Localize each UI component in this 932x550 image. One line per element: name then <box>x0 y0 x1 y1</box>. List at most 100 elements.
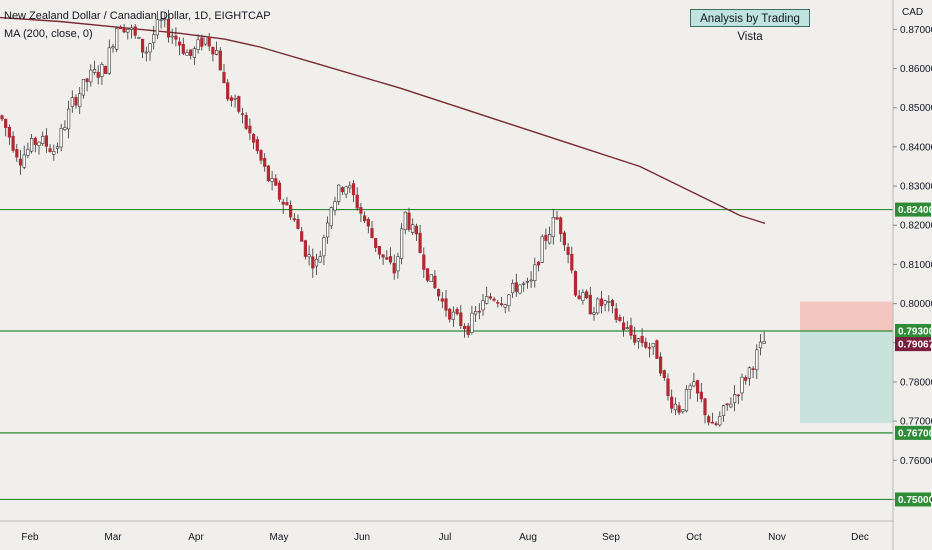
candle[interactable] <box>459 304 463 329</box>
candle[interactable] <box>174 27 178 47</box>
candle[interactable] <box>618 314 622 323</box>
candle[interactable] <box>15 143 19 162</box>
candle[interactable] <box>300 227 304 242</box>
candle[interactable] <box>118 25 122 30</box>
candle[interactable] <box>81 78 85 99</box>
candle[interactable] <box>144 46 148 62</box>
candle[interactable] <box>159 11 163 29</box>
candle[interactable] <box>681 409 685 414</box>
candle[interactable] <box>288 200 293 221</box>
candle[interactable] <box>688 383 692 400</box>
candle[interactable] <box>381 254 385 265</box>
candle[interactable] <box>555 210 559 221</box>
candle[interactable] <box>736 393 740 405</box>
candle[interactable] <box>610 298 615 314</box>
candle[interactable] <box>129 24 134 39</box>
candle[interactable] <box>684 385 689 413</box>
candle[interactable] <box>192 46 197 65</box>
candle[interactable] <box>244 112 248 131</box>
candle[interactable] <box>562 230 566 252</box>
candle[interactable] <box>41 131 45 146</box>
candle[interactable] <box>222 63 226 84</box>
candle[interactable] <box>514 273 518 297</box>
candle[interactable] <box>599 290 603 314</box>
candle[interactable] <box>444 290 448 317</box>
candle[interactable] <box>758 334 763 356</box>
candle[interactable] <box>525 277 529 289</box>
candle[interactable] <box>307 245 311 266</box>
candle[interactable] <box>677 402 681 415</box>
candle[interactable] <box>18 149 23 175</box>
candle[interactable] <box>104 65 108 74</box>
candle[interactable] <box>89 64 93 87</box>
candle[interactable] <box>133 24 137 39</box>
candle[interactable] <box>651 343 655 356</box>
candle[interactable] <box>673 397 677 416</box>
candle[interactable] <box>551 209 555 245</box>
candle[interactable] <box>70 90 74 113</box>
candle[interactable] <box>96 65 100 85</box>
candle[interactable] <box>11 131 15 153</box>
candle[interactable] <box>399 223 404 265</box>
candle[interactable] <box>22 145 26 170</box>
take-profit-zone[interactable] <box>800 331 893 424</box>
candle[interactable] <box>655 339 659 359</box>
candle[interactable] <box>703 397 707 424</box>
candle[interactable] <box>314 253 319 276</box>
candle[interactable] <box>425 268 430 283</box>
candle[interactable] <box>625 320 629 330</box>
candle[interactable] <box>388 247 393 265</box>
candle[interactable] <box>396 252 400 279</box>
candle[interactable] <box>462 323 467 338</box>
candle[interactable] <box>63 120 67 132</box>
candle[interactable] <box>344 185 348 199</box>
candle[interactable] <box>603 299 607 312</box>
candle[interactable] <box>107 39 111 75</box>
candle[interactable] <box>418 224 422 254</box>
candle[interactable] <box>266 164 271 183</box>
candle[interactable] <box>666 373 670 401</box>
candle[interactable] <box>137 36 141 39</box>
candle[interactable] <box>499 296 504 307</box>
candle[interactable] <box>92 60 97 75</box>
candle[interactable] <box>747 366 751 386</box>
candle[interactable] <box>233 94 237 108</box>
candle[interactable] <box>488 292 493 300</box>
candle[interactable] <box>440 291 444 309</box>
candle[interactable] <box>707 414 711 426</box>
candle[interactable] <box>311 248 315 278</box>
candle[interactable] <box>322 234 326 266</box>
candle[interactable] <box>374 238 378 253</box>
candle[interactable] <box>329 206 333 230</box>
candle[interactable] <box>522 281 526 292</box>
candle[interactable] <box>633 326 637 346</box>
candle[interactable] <box>740 373 744 401</box>
candle[interactable] <box>226 79 230 102</box>
candle[interactable] <box>33 136 37 153</box>
candle[interactable] <box>255 136 259 155</box>
candle[interactable] <box>592 306 596 321</box>
candle[interactable] <box>636 337 640 349</box>
candle[interactable] <box>596 297 600 315</box>
candle[interactable] <box>148 42 152 61</box>
candle[interactable] <box>755 344 759 379</box>
candle[interactable] <box>252 133 256 150</box>
candle[interactable] <box>414 223 419 242</box>
candle[interactable] <box>340 186 345 196</box>
candle[interactable] <box>337 184 341 205</box>
candle[interactable] <box>270 170 274 191</box>
candle[interactable] <box>170 28 174 44</box>
candle[interactable] <box>78 87 82 115</box>
candle[interactable] <box>218 47 222 71</box>
candle[interactable] <box>67 100 71 139</box>
candle[interactable] <box>588 286 592 315</box>
candle[interactable] <box>362 211 367 223</box>
candle[interactable] <box>536 261 541 272</box>
candle[interactable] <box>496 299 500 308</box>
candle[interactable] <box>429 274 433 282</box>
candle[interactable] <box>510 279 515 298</box>
candle[interactable] <box>152 25 156 50</box>
candle[interactable] <box>196 33 200 54</box>
candle[interactable] <box>292 212 296 223</box>
